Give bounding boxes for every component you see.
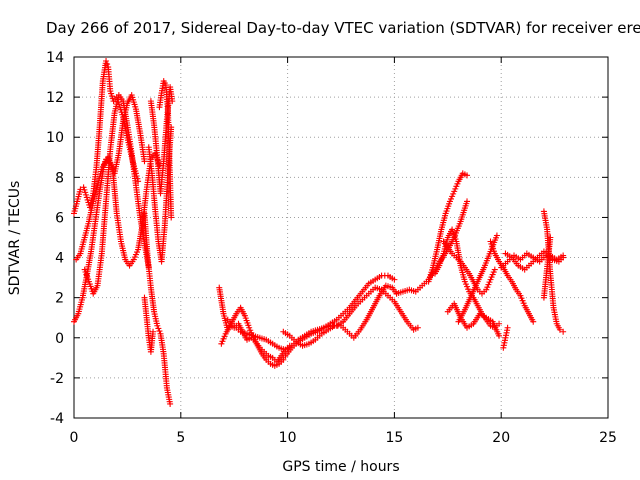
series-s20 [455, 232, 500, 325]
y-tick-label: 14 [46, 50, 64, 66]
chart-title: Day 266 of 2017, Sidereal Day-to-day VTE… [46, 19, 640, 37]
y-tick-label: 12 [46, 90, 64, 106]
y-tick-label: 2 [55, 291, 64, 307]
series-s22 [500, 324, 511, 351]
y-tick-label: 0 [55, 331, 64, 347]
x-tick-label: 20 [492, 430, 510, 446]
data-point-marker [104, 61, 111, 68]
data-point-marker [530, 318, 537, 325]
data-point-marker [150, 328, 157, 335]
data-point-marker [464, 198, 471, 205]
y-tick-label: -2 [50, 371, 64, 387]
series-s3 [73, 92, 148, 263]
series-s9 [156, 78, 175, 221]
series-s7 [147, 84, 176, 197]
data-point-marker [156, 328, 163, 335]
data-point-marker [168, 214, 175, 221]
y-axis-label: SDTVAR / TECUs [7, 181, 23, 296]
data-point-marker [167, 400, 174, 407]
data-point-marker [560, 328, 567, 335]
x-tick-label: 15 [385, 430, 403, 446]
data-points [71, 58, 567, 407]
data-point-marker [169, 98, 176, 105]
series-s26 [540, 234, 554, 301]
data-point-marker [464, 172, 471, 179]
y-tick-label: 10 [46, 130, 64, 146]
y-tick-label: 6 [55, 210, 64, 226]
x-axis-label: GPS time / hours [282, 459, 399, 475]
data-point-marker [141, 158, 148, 165]
data-point-marker [391, 276, 398, 283]
y-tick-label: -4 [50, 411, 64, 427]
x-tick-label: 5 [176, 430, 185, 446]
series-s18 [440, 238, 498, 297]
y-tick-label: 8 [55, 170, 64, 186]
plot-area-border [73, 56, 609, 419]
data-point-marker [155, 325, 162, 332]
series-s24 [502, 248, 567, 273]
series-s6 [145, 124, 175, 265]
series-s13 [276, 284, 421, 365]
series-s19 [444, 300, 503, 339]
data-point-marker [560, 252, 567, 259]
series-s16 [425, 170, 471, 285]
data-point-marker [154, 322, 161, 329]
y-tick-label: 4 [55, 251, 64, 267]
x-tick-label: 25 [599, 430, 617, 446]
data-point-marker [496, 320, 503, 327]
data-point-marker [556, 326, 563, 333]
series-s5 [141, 210, 174, 407]
data-point-marker [547, 234, 554, 241]
series-s14 [280, 282, 400, 349]
data-point-marker [103, 58, 110, 65]
series-s21 [487, 238, 537, 325]
data-point-marker [414, 324, 421, 331]
series-s25 [540, 208, 567, 335]
data-point-marker [493, 232, 500, 239]
x-tick-label: 0 [70, 430, 79, 446]
series-s8 [141, 294, 157, 355]
data-point-marker [504, 324, 511, 331]
data-point-marker [491, 266, 498, 273]
series-s4 [81, 92, 152, 297]
x-tick-label: 10 [279, 430, 297, 446]
axis-ticks: 0 5 10 15 20 25 -4 -2 0 2 4 6 8 10 12 14 [46, 50, 617, 446]
data-point-marker [496, 332, 503, 339]
grid [74, 57, 608, 418]
